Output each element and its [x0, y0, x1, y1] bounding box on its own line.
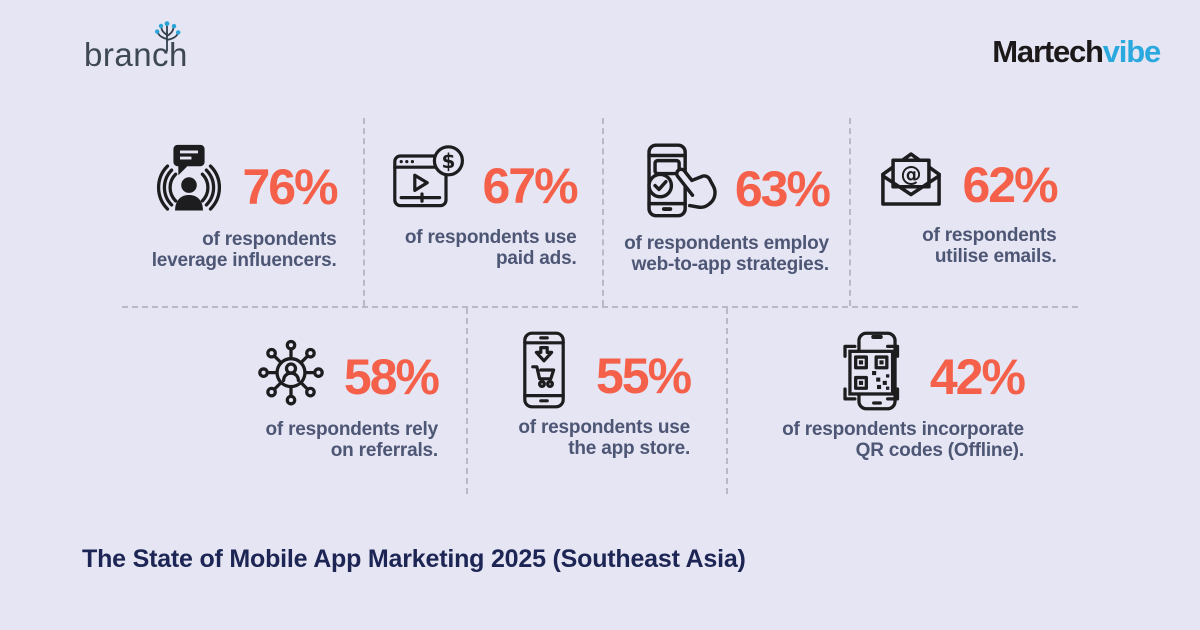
- stat-caption: of respondents rely on referrals.: [265, 419, 438, 461]
- stat-caption: of respondents incorporate QR codes (Off…: [782, 419, 1024, 461]
- referral-network-icon: [250, 330, 332, 412]
- stat-percent: 76%: [242, 159, 338, 215]
- stats-panel: 76% of respondents leverage influencers.: [122, 118, 1078, 494]
- branch-logo: branch: [84, 21, 188, 73]
- influencer-icon: [148, 140, 230, 222]
- stat-percent: 63%: [734, 161, 831, 217]
- stat-influencers: 76% of respondents leverage influencers.: [122, 118, 365, 306]
- stat-emails: @ 62% of respondents utilise emails.: [851, 118, 1078, 306]
- stat-caption: of respondents use paid ads.: [404, 227, 577, 269]
- stats-row-1: 76% of respondents leverage influencers.: [122, 118, 1078, 306]
- stat-app-store: 55% of respondents use the app store.: [468, 308, 728, 494]
- horizontal-divider: [122, 306, 1078, 308]
- app-store-icon: [504, 330, 584, 410]
- martechvibe-logo-vibe: vibe: [1102, 34, 1161, 69]
- stats-row-2: 58% of respondents rely on referrals.: [122, 308, 1078, 494]
- stat-caption: of respondents employ web-to-app strateg…: [624, 233, 829, 275]
- branch-logo-text: branch: [84, 36, 188, 73]
- qr-code-icon: [836, 330, 918, 412]
- stat-percent: 62%: [962, 157, 1058, 213]
- stat-web-to-app: 63% of respondents employ web-to-app str…: [604, 118, 851, 306]
- martechvibe-logo-martech: Martech: [992, 34, 1104, 69]
- svg-text:$: $: [442, 149, 456, 173]
- stat-percent: 67%: [482, 158, 578, 214]
- stat-caption: of respondents use the app store.: [518, 417, 691, 459]
- stat-referrals: 58% of respondents rely on referrals.: [122, 308, 468, 494]
- web-to-app-icon: [637, 140, 723, 226]
- stat-percent: 55%: [595, 348, 692, 404]
- svg-text:@: @: [901, 161, 922, 186]
- stat-percent: 42%: [929, 349, 1026, 405]
- martechvibe-logo: Martechvibe: [992, 34, 1161, 69]
- stat-qr-codes: 42% of respondents incorporate QR codes …: [728, 308, 1078, 494]
- page-title: The State of Mobile App Marketing 2025 (…: [82, 545, 746, 573]
- stat-percent: 58%: [343, 349, 440, 405]
- paid-ads-icon: $: [390, 140, 470, 220]
- stat-paid-ads: $ 67% of respondents use paid ads.: [365, 118, 604, 306]
- stat-caption: of respondents leverage influencers.: [151, 229, 337, 271]
- branch-sprout-icon: [154, 21, 181, 57]
- stat-caption: of respondents utilise emails.: [922, 225, 1057, 267]
- email-icon: @: [872, 140, 950, 218]
